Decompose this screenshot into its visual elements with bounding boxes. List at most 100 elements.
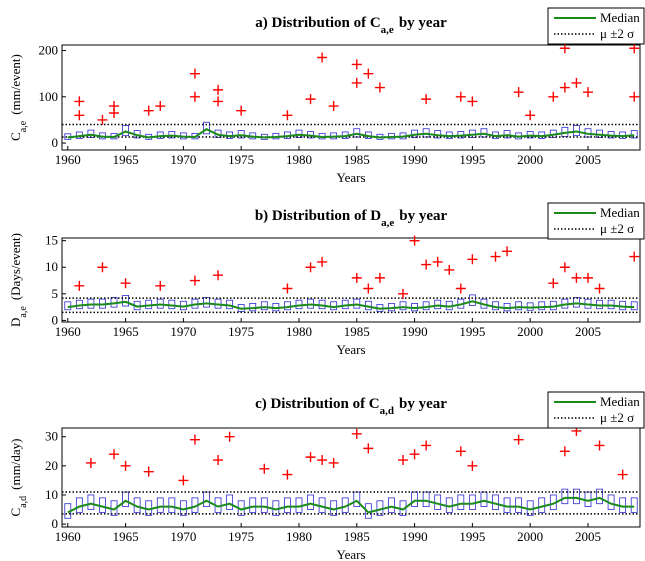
y-label-text: C: [8, 508, 23, 517]
outlier: [467, 460, 478, 471]
outlier: [178, 475, 189, 486]
outlier: [213, 84, 224, 95]
outlier: [120, 460, 131, 471]
x-tick-label: 1990: [402, 529, 428, 544]
outlier: [398, 288, 409, 299]
box: [573, 297, 580, 308]
x-tick-label: 1960: [55, 324, 81, 339]
outlier: [189, 91, 200, 102]
y-label-text: C: [8, 132, 23, 141]
x-tick-label: 1995: [459, 152, 485, 167]
box: [203, 121, 210, 135]
box: [260, 301, 268, 311]
outlier: [282, 283, 293, 294]
outlier: [282, 469, 293, 480]
x-tick-label: 2000: [517, 529, 543, 544]
outlier: [421, 94, 432, 105]
outlier: [236, 105, 247, 116]
x-tick-label: 1970: [170, 152, 196, 167]
outlier: [629, 251, 640, 262]
legend-label: Median: [600, 10, 640, 25]
box: [388, 497, 395, 513]
box: [203, 491, 210, 508]
box: [237, 130, 245, 139]
outlier: [143, 466, 154, 477]
outlier: [559, 43, 570, 54]
box: [468, 294, 476, 306]
panel-title: a) Distribution of Ca,e by year: [255, 15, 447, 36]
y-tick-label: 30: [45, 429, 58, 444]
outlier: [617, 469, 628, 480]
x-tick-label: 2005: [575, 324, 601, 339]
y-tick-label: 100: [39, 89, 59, 104]
outlier: [490, 251, 501, 262]
x-tick-label: 1975: [228, 529, 254, 544]
outlier: [559, 446, 570, 457]
median-line: [67, 496, 635, 514]
box: [538, 301, 546, 311]
outlier: [155, 280, 166, 291]
x-tick-label: 1970: [170, 529, 196, 544]
outlier: [548, 91, 559, 102]
box: [422, 491, 430, 508]
box: [295, 129, 303, 138]
x-tick-label: 1985: [344, 152, 370, 167]
outlier: [120, 278, 131, 289]
outlier: [571, 77, 582, 88]
x-tick-label: 1985: [344, 324, 370, 339]
box: [515, 301, 523, 311]
y-label-text: (mm/day): [8, 439, 23, 490]
outlier: [444, 264, 455, 275]
box: [607, 299, 615, 310]
outlier: [305, 262, 316, 273]
outlier: [189, 275, 200, 286]
box: [573, 488, 580, 505]
x-tick-label: 1975: [228, 152, 254, 167]
outlier: [155, 101, 166, 112]
outlier: [455, 283, 466, 294]
box: [226, 494, 234, 510]
plot-area: [61, 44, 641, 151]
outlier: [559, 262, 570, 273]
plot-area: [61, 237, 641, 323]
panel-title: b) Distribution of Da,e by year: [255, 208, 448, 229]
box: [284, 301, 291, 311]
box: [307, 298, 314, 309]
outlier: [351, 428, 362, 439]
x-axis-label: Years: [336, 547, 365, 561]
outlier: [317, 256, 328, 267]
box: [630, 130, 638, 139]
legend-label: Median: [600, 205, 640, 220]
outlier: [582, 272, 593, 283]
legend-box: [547, 7, 645, 45]
y-tick-label: 5: [52, 286, 59, 301]
median-line: [67, 128, 635, 139]
outlier: [467, 254, 478, 265]
title-text: by year: [399, 208, 447, 224]
box: [203, 297, 210, 308]
outlier: [351, 77, 362, 88]
box: [64, 301, 72, 311]
y-tick-label: 10: [45, 259, 58, 274]
y-tick-label: 200: [39, 43, 59, 58]
x-tick-label: 1965: [113, 324, 139, 339]
outlier: [74, 96, 85, 107]
x-tick-label: 2005: [575, 152, 601, 167]
x-tick-label: 1980: [286, 324, 312, 339]
box: [168, 131, 176, 139]
outlier: [351, 272, 362, 283]
box: [284, 497, 291, 513]
outlier: [213, 455, 224, 466]
box: [260, 497, 268, 513]
outlier: [582, 87, 593, 98]
legend-label: μ ±2 σ: [600, 410, 634, 425]
y-tick-label: 0: [52, 135, 59, 150]
x-tick-label: 1960: [55, 152, 81, 167]
box: [457, 494, 465, 510]
outlier: [143, 105, 154, 116]
box: [330, 301, 338, 311]
box: [87, 494, 95, 510]
y-tick-label: 20: [45, 458, 58, 473]
box: [122, 125, 129, 137]
box: [353, 298, 361, 309]
